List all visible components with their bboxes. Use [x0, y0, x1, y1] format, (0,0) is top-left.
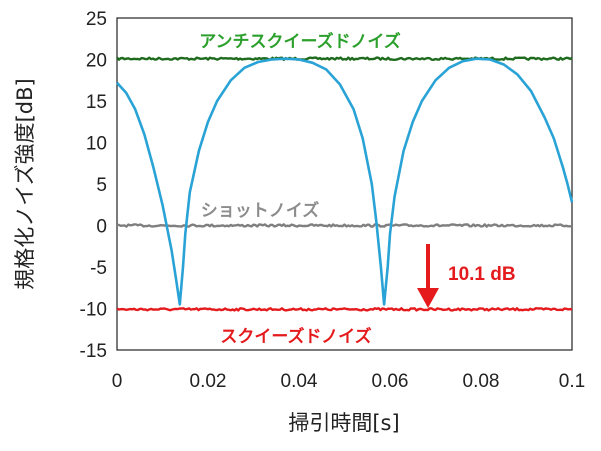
y-axis-ticks: 25 20 15 10 5 0 -5 -10 -15 — [80, 9, 107, 362]
y-tick-label: -5 — [90, 258, 107, 279]
shot-noise-label: ショットノイズ — [201, 200, 320, 221]
difference-label: 10.1 dB — [448, 264, 516, 285]
plot-area — [116, 17, 573, 351]
x-tick-label: 0.04 — [281, 371, 318, 392]
x-tick-label: 0.02 — [190, 371, 227, 392]
y-tick-label: 5 — [96, 175, 107, 196]
shot-noise-line — [116, 223, 573, 228]
x-tick-label: 0.06 — [372, 371, 409, 392]
y-tick-label: -10 — [80, 300, 107, 321]
y-tick-label: 20 — [86, 51, 107, 72]
squeezed-noise-label: スクイーズドノイズ — [220, 326, 371, 347]
x-tick-label: 0.1 — [559, 371, 585, 392]
difference-arrow — [417, 244, 439, 308]
x-axis-label: 掃引時間[s] — [288, 411, 399, 435]
x-axis-ticks: 0 0.02 0.04 0.06 0.08 0.1 — [112, 371, 586, 392]
y-tick-label: 15 — [86, 92, 107, 113]
x-tick-label: 0.08 — [463, 371, 500, 392]
series-lines — [116, 56, 574, 312]
squeezed-noise-line — [116, 307, 573, 312]
y-axis-label: 規格化ノイズ強度[dB] — [13, 78, 37, 290]
anti-squeezed-noise-line — [116, 56, 573, 61]
y-tick-label: 10 — [86, 134, 107, 155]
y-tick-label: 0 — [96, 217, 107, 238]
y-tick-label: 25 — [86, 9, 107, 30]
anti-squeezed-noise-label: アンチスクイーズドノイズ — [199, 31, 401, 52]
swept-noise-line — [116, 57, 574, 306]
y-tick-label: -15 — [80, 341, 107, 362]
x-tick-label: 0 — [112, 371, 123, 392]
